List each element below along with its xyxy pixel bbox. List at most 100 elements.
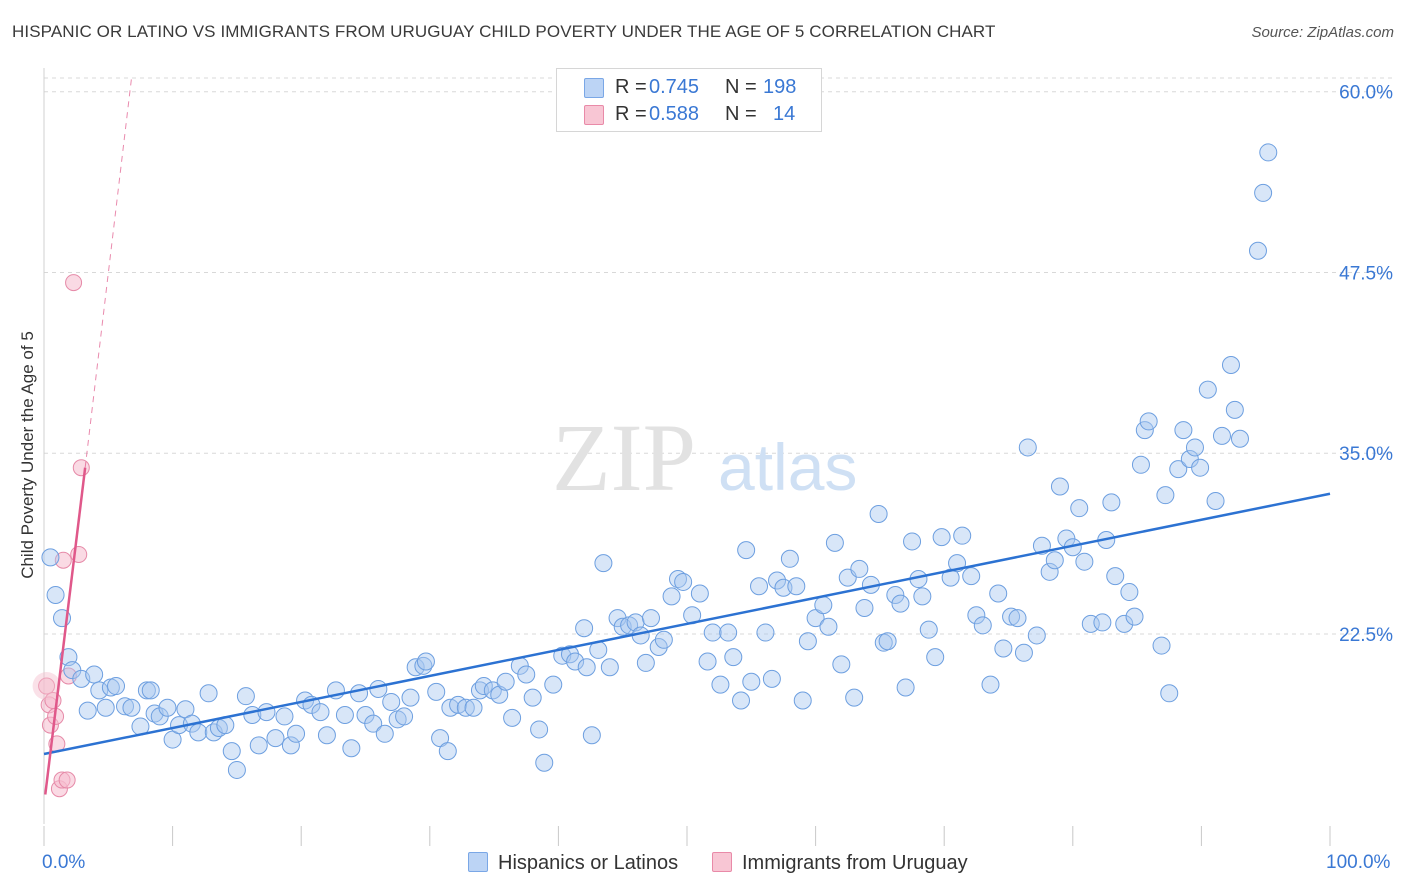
hispanic-point [1070, 499, 1089, 518]
hispanic-point [780, 549, 799, 568]
hispanic-point [1174, 421, 1193, 440]
hispanic-point [994, 639, 1013, 658]
hispanic-point [189, 723, 208, 742]
bottom-legend-uruguay[interactable]: Immigrants from Uruguay [712, 852, 968, 875]
hispanic-point [311, 703, 330, 722]
watermark: ZIP atlas [552, 404, 857, 511]
hispanic-point [600, 658, 619, 677]
hispanic-point [577, 658, 596, 677]
legend-r-value: 0.588 [649, 103, 700, 125]
hispanic-point [1169, 460, 1188, 479]
y-axis-label: Child Poverty Under the Age of 5 [18, 331, 37, 579]
hispanic-point [1135, 421, 1154, 440]
hispanic-point [1050, 477, 1069, 496]
hispanic-point [768, 571, 787, 590]
hispanic-point [1206, 491, 1225, 510]
hispanic-point [456, 698, 475, 717]
hispanic-point [342, 739, 361, 758]
hispanic-point [814, 596, 833, 615]
uruguay-trend-line [44, 467, 87, 795]
hispanic-point [919, 620, 938, 639]
legend-swatch-hispanic [584, 78, 604, 98]
hispanic-point [967, 606, 986, 625]
hispanic-point [1230, 429, 1249, 448]
uruguay-point [65, 274, 83, 292]
bottom-legend-hispanic[interactable]: Hispanics or Latinos [468, 852, 678, 875]
hispanic-point [793, 691, 812, 710]
hispanic-point [96, 698, 115, 717]
legend-r-label: R = [615, 76, 647, 98]
hispanic-point [913, 587, 932, 606]
hispanic-point [1002, 607, 1021, 626]
hispanic-point [287, 724, 306, 743]
hispanic-point [517, 665, 536, 684]
hispanic-point [886, 585, 905, 604]
hispanic-point [1185, 438, 1204, 457]
hispanic-point [855, 598, 874, 617]
hispanic-point [496, 672, 515, 691]
legend-n-label: N = [725, 103, 757, 125]
hispanic-point [141, 681, 160, 700]
hispanic-point [750, 577, 769, 596]
hispanic-point [575, 619, 594, 638]
watermark-zip: ZIP [552, 404, 696, 511]
hispanic-point [416, 652, 435, 671]
y-tick-labels: 22.5% 35.0% 47.5% 60.0% [1339, 83, 1393, 646]
hispanic-point [981, 675, 1000, 694]
hispanic-point [438, 742, 457, 761]
hispanic-point [1212, 426, 1231, 445]
legend-row-uruguay: R = 0.588 N = 14 [557, 101, 821, 128]
hispanic-point [724, 648, 743, 667]
hispanic-point [756, 623, 775, 642]
hispanic-point [227, 760, 246, 779]
bottom-legend-label-uruguay: Immigrants from Uruguay [742, 852, 968, 874]
hispanic-point [503, 708, 522, 727]
hispanic-point [891, 594, 910, 613]
hispanic-point [825, 533, 844, 552]
hispanic-point [281, 736, 300, 755]
hispanic-point [1115, 614, 1134, 633]
hispanic-point [636, 653, 655, 672]
hispanic-point [369, 679, 388, 698]
hispanic-point [719, 623, 738, 642]
hispanic-point [1225, 400, 1244, 419]
hispanic-point [474, 677, 493, 696]
hispanic-point [737, 541, 756, 560]
bottom-legend-swatch-hispanic [468, 852, 488, 872]
hispanic-point [1102, 493, 1121, 512]
hispanic-point [703, 623, 722, 642]
hispanic-point [335, 705, 354, 724]
hispanic-point [1120, 583, 1139, 602]
hispanic-point [953, 526, 972, 545]
hispanic-point [668, 570, 687, 589]
hispanic-point [1152, 636, 1171, 655]
hispanic-point [896, 678, 915, 697]
hispanic-point [698, 652, 717, 671]
hispanic-point [762, 669, 781, 688]
hispanic-point [926, 648, 945, 667]
hispanic-point [350, 684, 369, 703]
hispanic-point [249, 736, 268, 755]
hispanic-point [266, 729, 285, 748]
hispanic-point [78, 701, 97, 720]
x-tick-label-max: 100.0% [1326, 852, 1391, 873]
source-label: Source: ZipAtlas.com [1251, 24, 1394, 41]
axes-layer [43, 68, 1331, 846]
hispanic-point [1191, 458, 1210, 477]
legend-r-value: 0.745 [649, 76, 700, 98]
hispanic-point [973, 616, 992, 635]
hispanic-point [158, 698, 177, 717]
bottom-legend-swatch-uruguay [712, 852, 732, 872]
hispanic-point [1160, 684, 1179, 703]
hispanic-point [107, 677, 126, 696]
hispanic-point [787, 577, 806, 596]
legend-n-value: 14 [773, 103, 796, 125]
hispanic-point [41, 548, 60, 567]
hispanic-point [932, 528, 951, 547]
hispanic-point [845, 688, 864, 707]
hispanic-point [530, 720, 549, 739]
hispanic-point [1040, 562, 1059, 581]
hispanic-point [395, 707, 414, 726]
hispanic-point [566, 652, 585, 671]
y-tick-label: 22.5% [1339, 625, 1393, 646]
